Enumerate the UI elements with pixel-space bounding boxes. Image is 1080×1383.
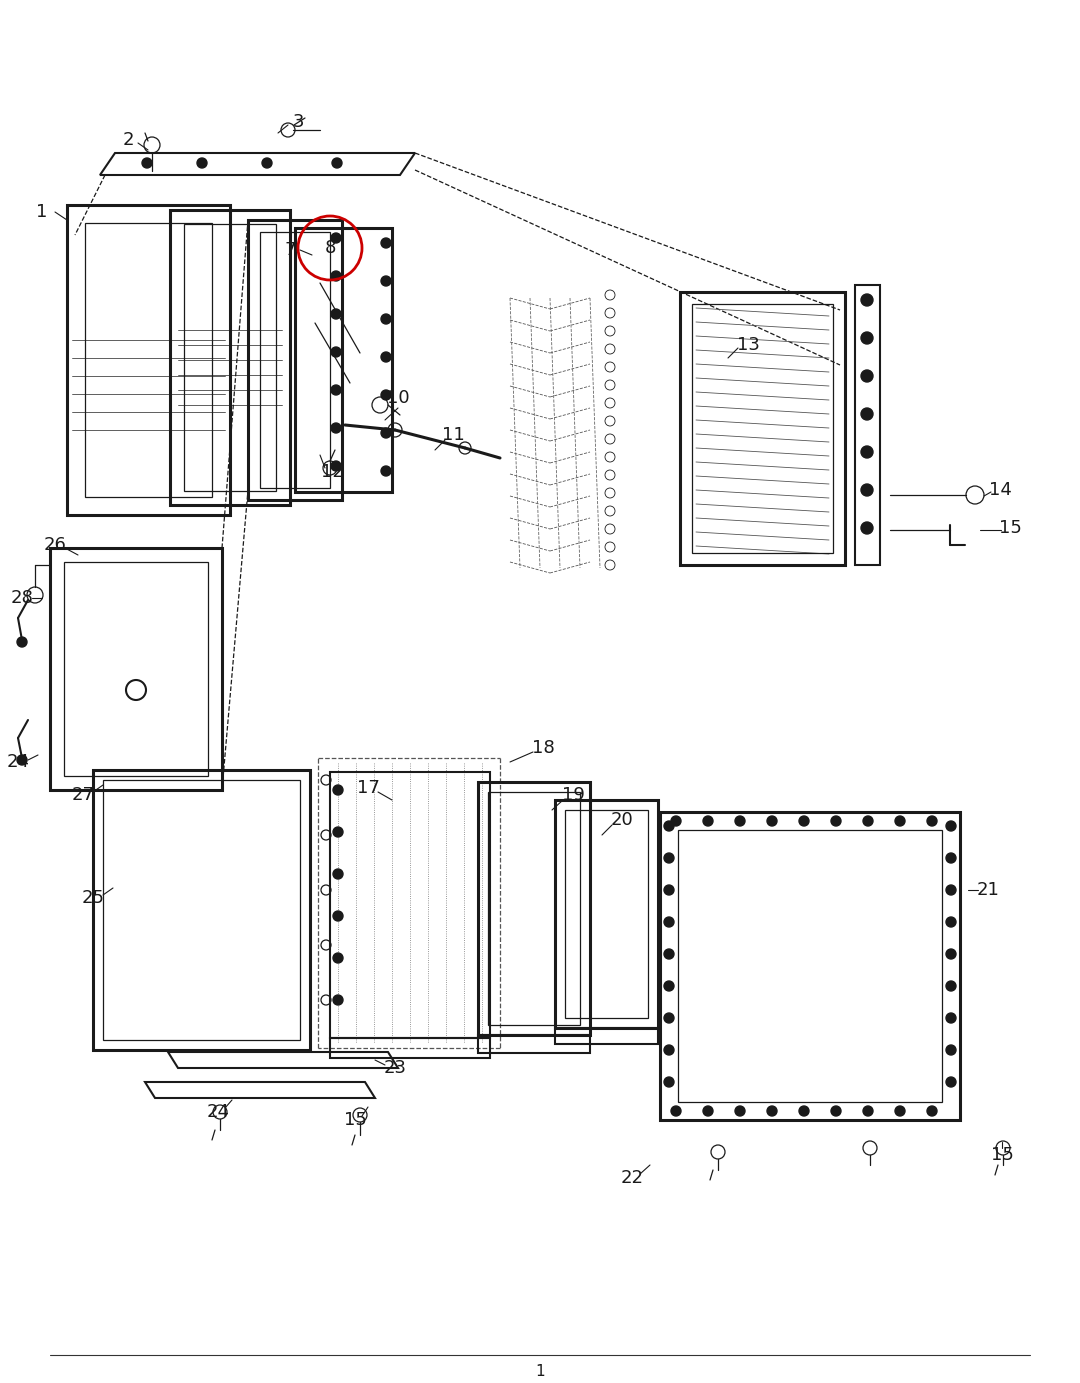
Circle shape (332, 158, 342, 167)
Text: 14: 14 (988, 481, 1012, 499)
Text: 11: 11 (442, 426, 464, 444)
Circle shape (330, 347, 341, 357)
Circle shape (703, 1106, 713, 1116)
Circle shape (664, 981, 674, 992)
Text: 1: 1 (37, 203, 48, 221)
Circle shape (664, 822, 674, 831)
Circle shape (197, 158, 207, 167)
Circle shape (946, 1046, 956, 1055)
Circle shape (831, 816, 841, 826)
Circle shape (17, 755, 27, 765)
Circle shape (703, 816, 713, 826)
Circle shape (861, 521, 873, 534)
Circle shape (262, 158, 272, 167)
Circle shape (767, 816, 777, 826)
Circle shape (333, 953, 343, 963)
Circle shape (927, 816, 937, 826)
Circle shape (664, 949, 674, 958)
Circle shape (735, 816, 745, 826)
Circle shape (333, 911, 343, 921)
Circle shape (946, 1077, 956, 1087)
Text: 27: 27 (71, 786, 95, 804)
Circle shape (767, 1106, 777, 1116)
Circle shape (333, 994, 343, 1005)
Circle shape (330, 423, 341, 433)
Circle shape (799, 1106, 809, 1116)
Circle shape (17, 638, 27, 647)
Circle shape (381, 277, 391, 286)
Circle shape (895, 816, 905, 826)
Circle shape (946, 853, 956, 863)
Circle shape (664, 1077, 674, 1087)
Text: 15: 15 (999, 519, 1022, 537)
Circle shape (333, 869, 343, 880)
Circle shape (330, 384, 341, 396)
Circle shape (330, 461, 341, 472)
Circle shape (895, 1106, 905, 1116)
Circle shape (141, 158, 152, 167)
Text: 25: 25 (81, 889, 105, 907)
Circle shape (671, 816, 681, 826)
Circle shape (863, 816, 873, 826)
Text: 13: 13 (737, 336, 759, 354)
Text: 22: 22 (621, 1169, 644, 1187)
Circle shape (946, 1012, 956, 1023)
Circle shape (330, 232, 341, 243)
Circle shape (861, 371, 873, 382)
Text: 12: 12 (321, 463, 343, 481)
Circle shape (946, 917, 956, 927)
Circle shape (330, 308, 341, 319)
Circle shape (863, 1106, 873, 1116)
Text: 10: 10 (387, 389, 409, 407)
Circle shape (861, 408, 873, 420)
Text: 20: 20 (610, 810, 633, 828)
Circle shape (861, 332, 873, 344)
Text: 21: 21 (976, 881, 999, 899)
Text: 19: 19 (562, 786, 584, 804)
Text: 3: 3 (293, 113, 303, 131)
Circle shape (664, 885, 674, 895)
Circle shape (381, 314, 391, 324)
Text: 24: 24 (206, 1104, 229, 1122)
Text: 1: 1 (536, 1365, 544, 1379)
Circle shape (946, 822, 956, 831)
Text: 18: 18 (531, 739, 554, 757)
Circle shape (946, 981, 956, 992)
Text: 24: 24 (6, 752, 29, 770)
Circle shape (861, 295, 873, 306)
Circle shape (381, 390, 391, 400)
Circle shape (381, 353, 391, 362)
Circle shape (333, 786, 343, 795)
Text: 26: 26 (43, 537, 67, 555)
Circle shape (330, 271, 341, 281)
Text: 28: 28 (11, 589, 33, 607)
Text: 2: 2 (122, 131, 134, 149)
Text: 15: 15 (990, 1147, 1013, 1164)
Text: 17: 17 (356, 779, 379, 797)
Circle shape (381, 427, 391, 438)
Circle shape (664, 1046, 674, 1055)
Circle shape (664, 1012, 674, 1023)
Text: 23: 23 (383, 1059, 406, 1077)
Text: 7: 7 (284, 241, 296, 259)
Circle shape (861, 445, 873, 458)
Circle shape (861, 484, 873, 496)
Circle shape (381, 238, 391, 248)
Circle shape (799, 816, 809, 826)
Circle shape (946, 885, 956, 895)
Circle shape (664, 853, 674, 863)
Text: 8: 8 (324, 239, 336, 257)
Text: 15: 15 (343, 1111, 366, 1129)
Circle shape (927, 1106, 937, 1116)
Circle shape (671, 1106, 681, 1116)
Circle shape (946, 949, 956, 958)
Circle shape (735, 1106, 745, 1116)
Circle shape (333, 827, 343, 837)
Circle shape (831, 1106, 841, 1116)
Circle shape (664, 917, 674, 927)
Circle shape (381, 466, 391, 476)
